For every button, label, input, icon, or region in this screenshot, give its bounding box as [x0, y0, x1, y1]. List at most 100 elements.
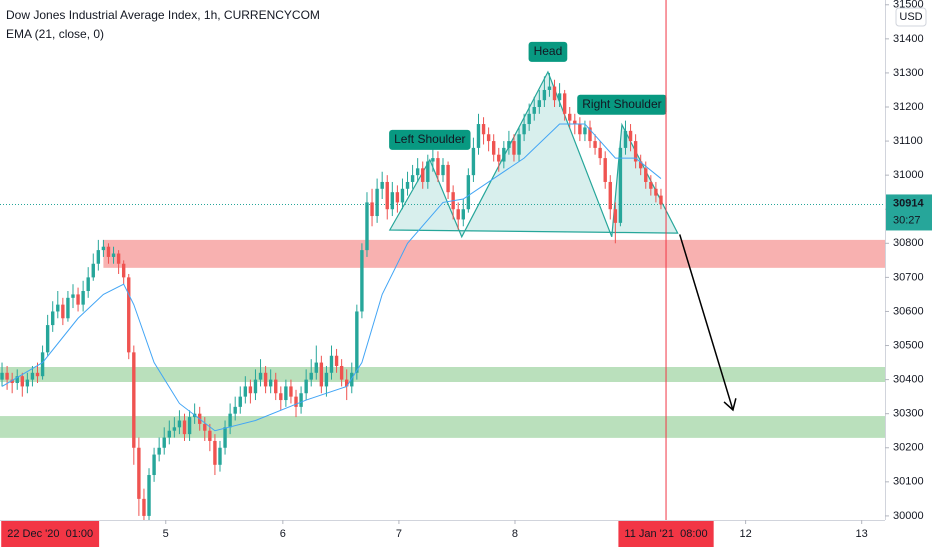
candle-body	[172, 427, 177, 431]
candle-body	[390, 192, 395, 210]
candle-body	[25, 379, 30, 387]
candle-body	[537, 100, 542, 107]
candle-body	[578, 124, 582, 135]
time-highlight-label: 22 Dec '20 01:00	[7, 528, 93, 540]
chart-title: Dow Jones Industrial Average Index, 1h, …	[6, 8, 320, 22]
pattern-label-box	[389, 129, 471, 150]
candle-body	[405, 181, 410, 189]
candle-body	[446, 164, 450, 193]
candle-body	[573, 120, 577, 125]
y-tick-label: 30100	[893, 476, 924, 488]
y-tick-label: 30600	[893, 305, 924, 317]
candle-body	[380, 181, 384, 189]
candle-body	[360, 250, 364, 312]
overlay: Left Shoulder Head Right Shoulder	[389, 0, 737, 520]
y-tick-label: 30400	[893, 374, 924, 386]
candle-body	[177, 420, 182, 428]
candle-body	[121, 263, 126, 278]
last-price-box	[886, 194, 932, 231]
candle-body	[466, 175, 471, 210]
candle-body	[436, 158, 440, 176]
candle-body	[476, 124, 481, 148]
candle-body	[542, 89, 547, 101]
currency-label: USD	[899, 11, 922, 23]
candle-body	[208, 430, 212, 441]
candle-body	[284, 386, 288, 401]
candle-body	[15, 376, 19, 384]
candle-body	[243, 386, 248, 397]
candle-body	[71, 294, 75, 298]
x-tick-label: 8	[512, 528, 518, 540]
pattern-label-box	[577, 94, 667, 115]
candle-body	[258, 372, 263, 380]
candle-body	[116, 253, 121, 264]
candle-body	[486, 134, 491, 142]
candle-body	[81, 291, 85, 305]
countdown-label: 30:27	[893, 214, 921, 226]
time-highlight-label: 11 Jan '21 08:00	[624, 528, 707, 540]
pattern-label-box	[528, 41, 568, 62]
candle-body	[628, 130, 633, 142]
candle-body	[375, 188, 379, 217]
candle-body	[5, 372, 9, 380]
candle-body	[294, 396, 298, 407]
zone	[103, 239, 885, 268]
candle-body	[497, 154, 501, 162]
time-highlight-box	[618, 521, 714, 547]
y-tick-label: 31200	[893, 101, 924, 113]
candle-body	[0, 372, 4, 380]
candle-body	[233, 406, 237, 414]
x-tick-label: 13	[856, 528, 868, 540]
candle-body	[355, 311, 359, 373]
candle-body	[329, 355, 334, 373]
x-tick-label: 5	[163, 528, 169, 540]
candle-body	[507, 141, 511, 148]
candle-body	[598, 147, 602, 159]
candle-body	[111, 253, 116, 257]
y-tick-label: 31500	[893, 0, 924, 11]
candle-body	[365, 202, 369, 251]
candle-body	[659, 195, 663, 205]
last-price-label: 30914	[893, 197, 924, 209]
indicator-label: EMA (21, close, 0)	[6, 27, 104, 41]
candle-body	[162, 437, 166, 448]
candle-body	[61, 304, 65, 319]
candle-body	[461, 209, 465, 220]
candle-body	[86, 277, 90, 292]
y-tick-label: 30200	[893, 442, 924, 454]
candle-body	[223, 427, 227, 448]
candle-body	[649, 181, 653, 189]
candle-body	[644, 168, 648, 182]
candle-body	[334, 355, 339, 366]
candle-body	[562, 93, 567, 114]
candle-body	[319, 362, 324, 387]
plot-area	[0, 70, 885, 520]
candle-body	[147, 475, 151, 516]
candle-body	[66, 297, 70, 319]
candle-body	[400, 188, 405, 203]
candle-body	[263, 372, 268, 387]
candle-body	[385, 181, 389, 210]
candle-body	[152, 454, 156, 476]
currency-box	[895, 7, 927, 27]
y-tick-label: 31300	[893, 67, 924, 79]
candle-body	[96, 250, 101, 264]
pattern-label: Right Shoulder	[582, 97, 661, 111]
y-tick-label: 31100	[893, 135, 923, 147]
candle-body	[613, 209, 618, 223]
x-tick-label: 7	[396, 528, 402, 540]
candle-body	[623, 130, 628, 148]
candle-body	[142, 498, 146, 516]
candle-body	[557, 93, 562, 101]
projection-arrow	[678, 234, 734, 411]
candle-body	[552, 86, 557, 101]
candle-body	[593, 141, 597, 148]
candle-body	[279, 393, 283, 401]
candle-body	[76, 294, 80, 305]
candle-body	[248, 386, 253, 394]
candle-body	[30, 372, 35, 380]
candle-body	[51, 311, 55, 326]
candle-body	[253, 379, 258, 394]
candle-body	[481, 124, 486, 135]
